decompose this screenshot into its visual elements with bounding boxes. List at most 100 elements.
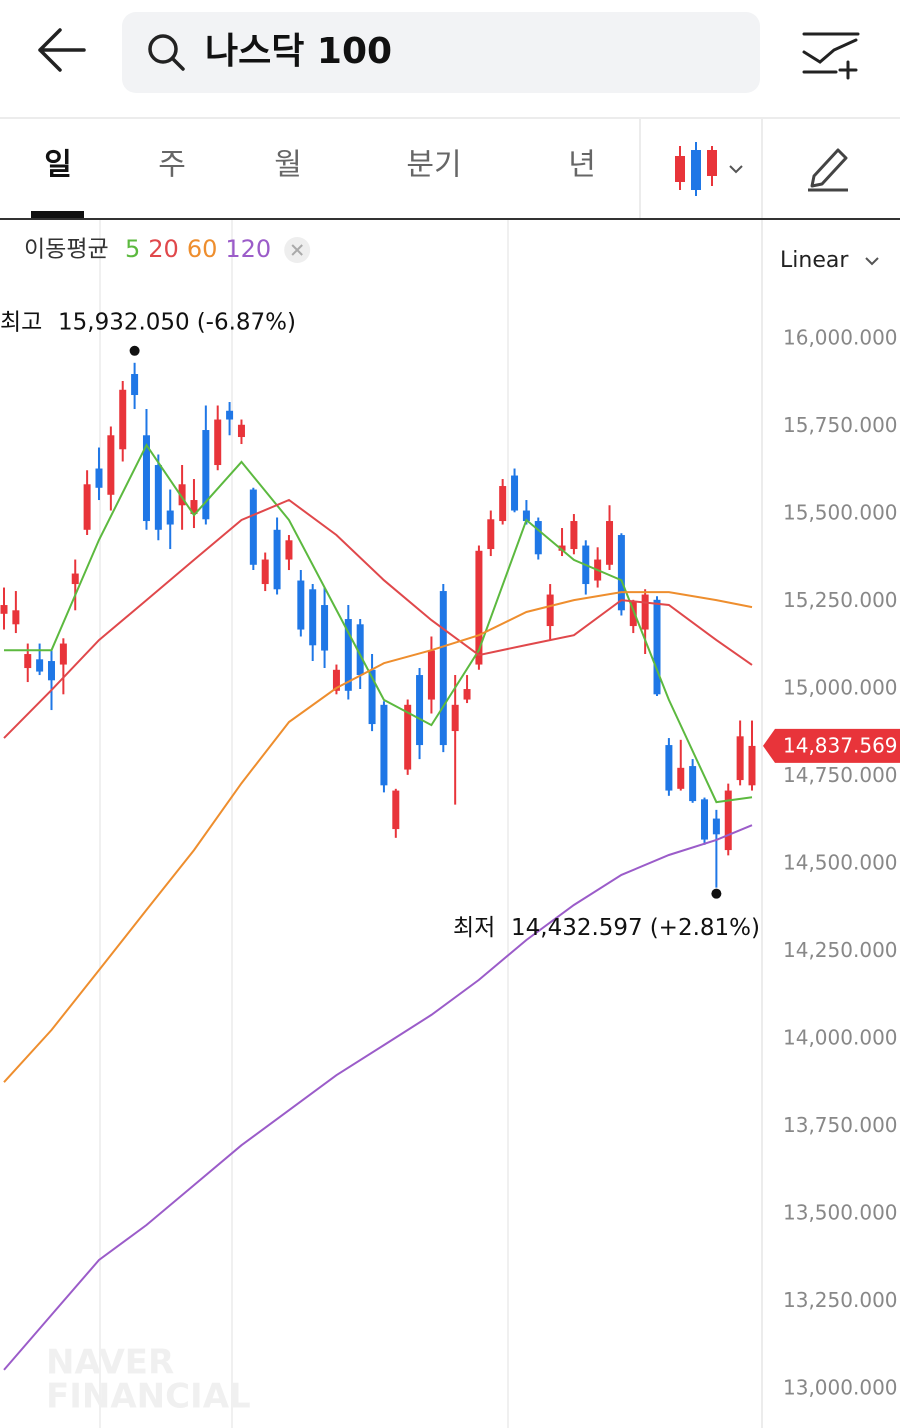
candle-body bbox=[297, 580, 305, 630]
candle-body bbox=[416, 675, 424, 746]
candle-body bbox=[273, 529, 281, 590]
candle-body bbox=[178, 484, 186, 506]
candle-body bbox=[475, 550, 483, 665]
tab[interactable]: 월 bbox=[274, 148, 302, 183]
candle-body bbox=[392, 790, 400, 830]
price-tag bbox=[763, 728, 900, 763]
watermark: FINANCIAL bbox=[46, 1377, 251, 1417]
y-tick-label: 16,000.000 bbox=[783, 326, 898, 350]
candle-body bbox=[653, 599, 661, 695]
y-tick-label: 13,750.000 bbox=[783, 1113, 898, 1137]
candle-body bbox=[368, 669, 376, 725]
tab[interactable]: 주 bbox=[158, 148, 186, 183]
candle-body bbox=[131, 374, 139, 396]
low-marker bbox=[711, 888, 722, 899]
candle-body bbox=[119, 389, 127, 450]
legend-entry: 20 bbox=[148, 235, 179, 263]
candle-body bbox=[380, 704, 388, 786]
legend-entry: 60 bbox=[187, 235, 218, 263]
dropdown-icon bbox=[865, 257, 879, 266]
search-box[interactable] bbox=[122, 12, 760, 93]
moving-average bbox=[3, 498, 753, 739]
candle-body bbox=[309, 589, 317, 646]
candle-body bbox=[71, 573, 79, 585]
compare-icon[interactable] bbox=[802, 32, 860, 80]
period-tabs: 일 주 월 분기 년 bbox=[44, 148, 596, 183]
candle-body bbox=[226, 410, 234, 420]
tab[interactable]: 분기 bbox=[406, 148, 461, 183]
y-tick-label: 13,000.000 bbox=[783, 1376, 898, 1400]
scale-mode[interactable]: Linear bbox=[780, 248, 849, 273]
moving-average bbox=[3, 824, 753, 1371]
low-note-value: 14,432.597 bbox=[511, 915, 643, 941]
candle-body bbox=[736, 736, 744, 781]
search-icon bbox=[148, 34, 185, 71]
candle-body bbox=[0, 605, 8, 614]
candle-body bbox=[546, 594, 554, 627]
legend-entry: 120 bbox=[225, 235, 271, 263]
y-tick-label: 14,000.000 bbox=[783, 1026, 898, 1050]
candle-body bbox=[558, 545, 566, 551]
candle-body bbox=[534, 521, 542, 555]
y-tick-label: 15,000.000 bbox=[783, 676, 898, 700]
candle-body bbox=[12, 610, 20, 625]
draw-button[interactable] bbox=[808, 148, 848, 192]
candle-body bbox=[641, 594, 649, 630]
high-note-label: 최고 bbox=[0, 309, 42, 335]
candle-body bbox=[606, 521, 614, 565]
legend: 이동평균 5 20 60 120 bbox=[24, 235, 311, 263]
y-tick-label: 15,750.000 bbox=[783, 413, 898, 437]
y-tick-label: 14,250.000 bbox=[783, 938, 898, 962]
back-button[interactable] bbox=[38, 28, 86, 72]
candle-body bbox=[689, 766, 697, 802]
candle-body bbox=[570, 521, 578, 550]
candle-body bbox=[356, 624, 364, 676]
y-tick-label: 13,250.000 bbox=[783, 1288, 898, 1312]
candle-body bbox=[748, 745, 756, 786]
legend-title: 이동평균 bbox=[24, 237, 109, 263]
moving-average bbox=[4, 443, 753, 804]
y-tick-label: 13,500.000 bbox=[783, 1201, 898, 1225]
search-text: 나스닥 100 bbox=[205, 31, 392, 72]
candle-body bbox=[463, 689, 471, 700]
high-note-change: (-6.87%) bbox=[197, 309, 296, 335]
candle-body bbox=[427, 650, 435, 700]
candle-body bbox=[487, 519, 495, 550]
y-tick-label: 14,750.000 bbox=[783, 763, 898, 787]
candle-body bbox=[47, 661, 55, 681]
candle-body bbox=[24, 654, 32, 669]
high-note-value: 15,932.050 bbox=[58, 309, 190, 335]
price-tag-label: 14,837.569 bbox=[783, 733, 898, 757]
candle-body bbox=[285, 540, 293, 560]
candle-body bbox=[107, 435, 115, 495]
legend-close-icon bbox=[291, 244, 303, 256]
candle-body bbox=[321, 605, 329, 651]
candle-body bbox=[214, 419, 222, 466]
candle-body bbox=[439, 591, 447, 746]
candle-body bbox=[451, 704, 459, 732]
candle-body bbox=[701, 799, 709, 840]
tab[interactable]: 년 bbox=[568, 148, 596, 183]
candle-body bbox=[677, 767, 685, 789]
candle-body bbox=[629, 601, 637, 627]
candle-body bbox=[499, 486, 507, 522]
low-note-label: 최저 bbox=[453, 915, 495, 941]
candle-body bbox=[237, 424, 245, 438]
candle-body bbox=[511, 475, 519, 511]
candle-body bbox=[83, 484, 91, 530]
candle-body bbox=[154, 465, 162, 530]
candle-body bbox=[344, 619, 352, 691]
high-marker bbox=[129, 345, 140, 356]
tab[interactable]: 일 bbox=[44, 148, 72, 183]
y-axis: 16,000.000 15,750.000 15,500.000 15,250.000… bbox=[783, 326, 898, 1400]
y-tick-label: 14,500.000 bbox=[783, 851, 898, 875]
candle-body bbox=[261, 559, 269, 585]
candle-body bbox=[59, 643, 67, 665]
candle-body bbox=[404, 704, 412, 770]
candle-body bbox=[249, 489, 257, 565]
y-tick-label: 15,500.000 bbox=[783, 501, 898, 525]
candle-body bbox=[36, 659, 44, 672]
moving-average bbox=[3, 591, 753, 1083]
chart-type-button[interactable] bbox=[675, 142, 743, 196]
